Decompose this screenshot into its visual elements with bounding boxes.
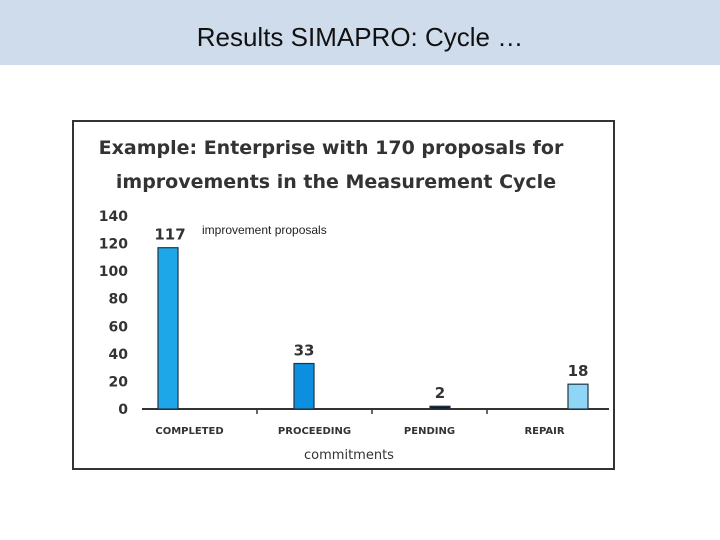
data-label-pending: 2 — [435, 384, 445, 402]
slide-title-bar — [0, 0, 720, 65]
category-label-repair: REPAIR — [524, 426, 564, 437]
y-tick-label: 140 — [99, 209, 128, 225]
y-tick-label: 120 — [99, 237, 128, 253]
data-label-repair: 18 — [568, 362, 589, 380]
chart-title-line-1: Example: Enterprise with 170 proposals f… — [99, 137, 564, 159]
y-tick-label: 100 — [99, 264, 128, 280]
bar-pending — [429, 405, 451, 410]
bar-proceeding — [293, 362, 315, 410]
chart-frame: Example: Enterprise with 170 proposals f… — [72, 120, 615, 470]
y-tick-label: 80 — [109, 292, 129, 308]
data-label-proceeding: 33 — [294, 342, 315, 360]
slide-title: Results SIMAPRO: Cycle … — [196, 22, 524, 52]
y-tick-label: 20 — [109, 374, 129, 390]
data-label-completed: 117 — [154, 226, 185, 244]
y-tick-label: 40 — [109, 347, 129, 363]
y-tick-label: 0 — [118, 402, 128, 418]
chart-title-line-2: improvements in the Measurement Cycle — [116, 171, 556, 193]
x-axis-label: commitments — [304, 448, 394, 463]
bar-completed — [157, 247, 179, 410]
annotation-improvement-proposals: improvement proposals — [202, 223, 327, 237]
category-label-pending: PENDING — [404, 426, 455, 437]
category-label-proceeding: PROCEEDING — [278, 426, 351, 437]
y-tick-label: 60 — [109, 319, 129, 335]
bar-repair — [567, 383, 589, 410]
bar-chart: Example: Enterprise with 170 proposals f… — [99, 137, 609, 463]
category-label-completed: COMPLETED — [155, 426, 223, 437]
